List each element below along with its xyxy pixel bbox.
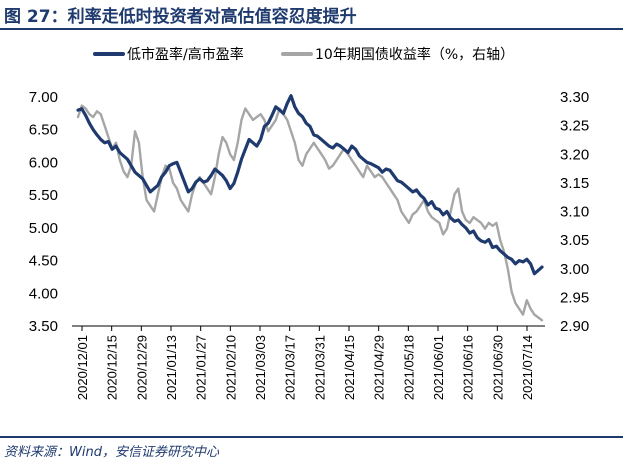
series-group xyxy=(76,94,544,322)
x-tick-label: 2021/01/13 xyxy=(164,335,179,400)
x-tick-label: 2021/03/31 xyxy=(312,335,327,400)
y-left-tick-label: 7.00 xyxy=(29,89,58,106)
y-right-tick-label: 2.95 xyxy=(560,289,589,306)
title-divider xyxy=(0,28,623,30)
y-right-tick-label: 3.30 xyxy=(560,89,589,106)
y-right-tick-label: 3.10 xyxy=(560,204,589,221)
y-right-tick-label: 3.20 xyxy=(560,146,589,163)
x-tick-label: 2021/04/15 xyxy=(342,335,357,400)
legend: 低市盈率/高市盈率 10年期国债收益率（%，右轴） xyxy=(93,46,514,63)
x-tick-label: 2021/07/14 xyxy=(520,335,535,400)
series-line-pe-ratio xyxy=(76,94,544,276)
source-note: 资料来源：Wind，安信证券研究中心 xyxy=(4,445,219,460)
x-tick-label: 2021/01/27 xyxy=(194,335,209,400)
y-right-tick-label: 2.90 xyxy=(560,318,589,335)
page-title: 图 27：利率走低时投资者对高估值容忍度提升 xyxy=(4,7,357,27)
x-tick-label: 2021/05/18 xyxy=(401,335,416,400)
x-tick-label: 2021/03/03 xyxy=(253,335,268,400)
x-tick-label: 2021/03/17 xyxy=(283,335,298,400)
x-tick-label: 2020/12/29 xyxy=(134,335,149,400)
y-left-tick-label: 5.50 xyxy=(29,187,58,204)
x-axis-tick-marks xyxy=(81,326,528,331)
x-tick-label: 2021/06/30 xyxy=(490,335,505,400)
y-left-axis: 3.50 4.00 4.50 5.00 5.50 6.00 6.50 7.00 xyxy=(29,89,58,335)
y-left-tick-label: 5.00 xyxy=(29,220,58,237)
y-left-tick-label: 3.50 xyxy=(29,318,58,335)
footer-divider xyxy=(0,436,623,438)
y-left-tick-label: 6.50 xyxy=(29,122,58,139)
y-left-tick-label: 6.00 xyxy=(29,154,58,171)
x-tick-label: 2021/06/01 xyxy=(431,335,446,400)
y-left-tick-label: 4.00 xyxy=(29,285,58,302)
y-right-tick-label: 3.00 xyxy=(560,261,589,278)
x-tick-label: 2021/02/10 xyxy=(223,335,238,400)
x-tick-label: 2021/04/29 xyxy=(372,335,387,400)
y-right-tick-label: 3.25 xyxy=(560,118,589,135)
y-right-axis: 2.90 2.95 3.00 3.05 3.10 3.15 3.20 3.25 3.30 xyxy=(560,89,589,335)
legend-label-yield: 10年期国债收益率（%，右轴） xyxy=(315,46,514,63)
y-right-tick-label: 3.05 xyxy=(560,232,589,249)
x-tick-label: 2020/12/15 xyxy=(105,335,120,400)
x-tick-label: 2020/12/01 xyxy=(75,335,90,400)
legend-label-pe: 低市盈率/高市盈率 xyxy=(127,46,244,63)
x-tick-label: 2021/06/16 xyxy=(461,335,476,400)
y-right-tick-label: 3.15 xyxy=(560,175,589,192)
y-left-tick-label: 4.50 xyxy=(29,253,58,270)
series-line-10y-yield xyxy=(76,104,544,322)
x-axis: 2020/12/01 2020/12/15 2020/12/29 2021/01/13… xyxy=(75,335,535,400)
line-chart: 低市盈率/高市盈率 10年期国债收益率（%，右轴） 3.50 4.00 4.50 5.… xyxy=(29,46,589,400)
